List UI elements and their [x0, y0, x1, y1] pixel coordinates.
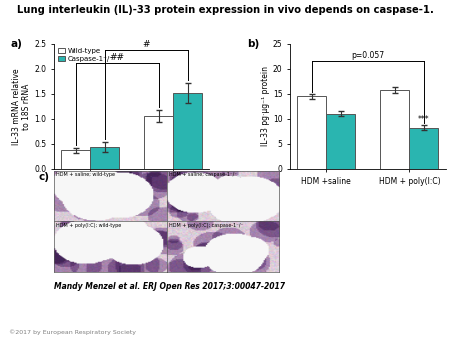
Bar [326, 114, 356, 169]
Bar [90, 147, 119, 169]
Text: ©2017 by European Respiratory Society: ©2017 by European Respiratory Society [9, 329, 136, 335]
Text: HDM + poly(I:C); wild-type: HDM + poly(I:C); wild-type [56, 223, 122, 228]
Text: c): c) [38, 172, 49, 183]
Text: ##: ## [110, 53, 125, 62]
Text: Lung interleukin (IL)-33 protein expression in vivo depends on caspase-1.: Lung interleukin (IL)-33 protein express… [17, 5, 433, 15]
Text: p=0.057: p=0.057 [351, 51, 384, 60]
Text: b): b) [247, 39, 259, 49]
Legend: Wild-type, Caspase-1⁻/⁻: Wild-type, Caspase-1⁻/⁻ [58, 47, 115, 62]
Text: HDM + poly(I:C); caspase-1⁻/⁻: HDM + poly(I:C); caspase-1⁻/⁻ [169, 223, 243, 228]
Bar [297, 96, 326, 169]
Text: Mandy Menzel et al. ERJ Open Res 2017;3:00047-2017: Mandy Menzel et al. ERJ Open Res 2017;3:… [54, 282, 285, 291]
Bar [173, 93, 202, 169]
Bar [380, 90, 410, 169]
Y-axis label: IL-33 mRNA relative
to 18S rRNA: IL-33 mRNA relative to 18S rRNA [12, 68, 32, 145]
Bar [144, 117, 173, 169]
Bar [61, 150, 90, 169]
Y-axis label: IL-33 pg·μg⁻¹ protein: IL-33 pg·μg⁻¹ protein [261, 67, 270, 146]
Text: HDM + saline; caspase-1⁻/⁻: HDM + saline; caspase-1⁻/⁻ [169, 172, 237, 177]
Text: #: # [143, 41, 150, 49]
Text: ***: *** [418, 115, 430, 124]
Bar [410, 128, 438, 169]
Text: HDM + saline; wild-type: HDM + saline; wild-type [56, 172, 115, 177]
Text: a): a) [10, 39, 22, 49]
